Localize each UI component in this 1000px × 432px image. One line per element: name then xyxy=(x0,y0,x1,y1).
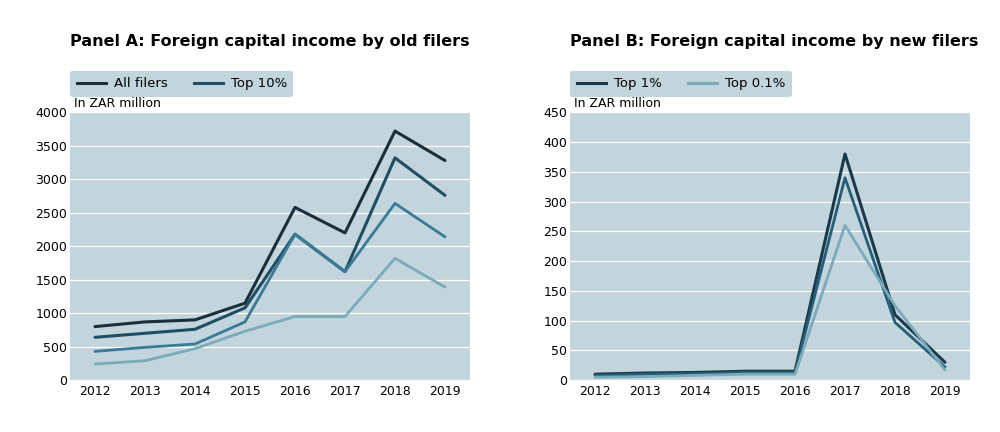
Legend: Top 1%, Top 0.1%: Top 1%, Top 0.1% xyxy=(570,71,792,97)
Text: In ZAR million: In ZAR million xyxy=(574,97,661,110)
Text: Panel A: Foreign capital income by old filers: Panel A: Foreign capital income by old f… xyxy=(70,34,470,49)
Text: In ZAR million: In ZAR million xyxy=(74,97,161,110)
Text: Panel B: Foreign capital income by new filers: Panel B: Foreign capital income by new f… xyxy=(570,34,978,49)
Legend: All filers, Top 10%: All filers, Top 10% xyxy=(70,71,293,97)
